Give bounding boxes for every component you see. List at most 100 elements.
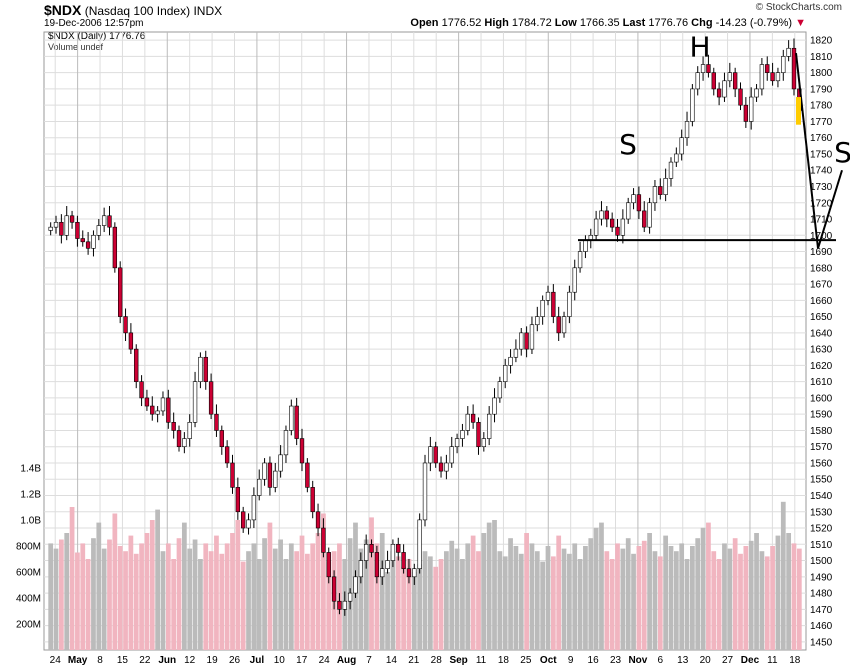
- high-label: High: [484, 17, 509, 29]
- candle-body: [759, 64, 765, 90]
- candle-body: [695, 72, 700, 90]
- date-tick-label: Nov: [628, 655, 647, 666]
- volume-bar: [107, 539, 112, 650]
- candle-body: [567, 291, 572, 317]
- price-tick-label: 1490: [810, 572, 833, 583]
- volume-bar: [588, 538, 594, 650]
- volume-bar: [711, 551, 717, 650]
- chg-down-icon: ▼: [795, 17, 806, 29]
- volume-bar: [406, 559, 412, 650]
- volume-bar: [722, 543, 727, 650]
- date-tick-label: 27: [722, 655, 734, 666]
- volume-bar: [326, 561, 332, 650]
- candle-body: [374, 552, 380, 578]
- candle-body: [299, 438, 305, 464]
- volume-bar: [481, 533, 487, 650]
- candle-body: [412, 568, 417, 578]
- volume-bar: [278, 539, 283, 650]
- volume-bar: [230, 533, 235, 650]
- brand-logo: © StockCharts.com: [755, 2, 842, 13]
- date-tick-label: 18: [498, 655, 510, 666]
- volume-bar: [449, 540, 455, 650]
- candle-body: [700, 64, 706, 73]
- date-tick-label: 6: [658, 655, 664, 666]
- volume-bar: [529, 543, 535, 650]
- volume-bar: [438, 559, 444, 650]
- candle-body: [342, 600, 347, 610]
- date-tick-label: 13: [677, 655, 689, 666]
- candle-body: [615, 226, 620, 236]
- volume-bar: [476, 551, 481, 650]
- volume-bar: [53, 548, 59, 650]
- candle-body: [551, 291, 556, 317]
- volume-bar: [556, 535, 562, 650]
- volume-bar: [374, 543, 380, 650]
- volume-bar: [550, 556, 556, 650]
- volume-bar: [246, 551, 251, 650]
- candle-body: [310, 487, 315, 513]
- volume-bar: [321, 513, 326, 650]
- candle-body: [128, 332, 134, 350]
- date-tick-label: 7: [366, 655, 372, 666]
- price-tick-label: 1690: [810, 247, 833, 258]
- candle-body: [219, 430, 224, 448]
- candle-body: [438, 462, 444, 472]
- candle-body: [486, 413, 492, 439]
- candle-body: [604, 210, 609, 220]
- candle-body: [123, 316, 128, 334]
- volume-bar: [460, 559, 465, 650]
- candle-body: [749, 96, 754, 122]
- candle-body: [781, 56, 786, 73]
- quote-bar: Open 1776.52 High 1784.72 Low 1766.35 La…: [410, 17, 806, 29]
- candle-body: [364, 543, 369, 561]
- candle-body: [663, 178, 668, 195]
- price-tick-label: 1610: [810, 377, 833, 388]
- candle-body: [433, 446, 438, 464]
- volume-bar: [663, 535, 669, 650]
- candle-body: [80, 238, 85, 243]
- price-tick-label: 1750: [810, 149, 833, 160]
- volume-bar: [690, 546, 695, 650]
- candle-body: [257, 478, 262, 496]
- candle-body: [454, 438, 460, 448]
- candle-body: [503, 365, 508, 382]
- candle-body: [513, 348, 519, 358]
- candle-body: [465, 413, 470, 431]
- price-tick-label: 1670: [810, 280, 833, 291]
- volume-bar: [625, 538, 631, 650]
- volume-bar: [780, 501, 786, 650]
- candle-body: [668, 161, 674, 179]
- candle-body: [166, 397, 171, 423]
- volume-bar: [369, 517, 374, 650]
- candle-body: [112, 226, 118, 269]
- candle-body: [69, 215, 75, 223]
- volume-bar: [561, 548, 567, 650]
- volume-bar: [390, 551, 396, 650]
- volume-bar: [604, 551, 610, 650]
- candle-body: [406, 568, 412, 578]
- candle-body: [727, 72, 732, 82]
- volume-bar: [91, 538, 96, 650]
- volume-bar: [567, 553, 572, 650]
- date-tick-label: 23: [610, 655, 622, 666]
- last-value: 1776.76: [648, 17, 689, 29]
- price-tick-label: 1580: [810, 426, 833, 437]
- date-tick-label: 21: [408, 655, 420, 666]
- candle-body: [246, 519, 251, 529]
- candle-body: [460, 430, 465, 439]
- candle-body: [48, 226, 53, 231]
- volume-bar: [465, 543, 471, 650]
- volume-bar: [716, 559, 722, 650]
- volume-bar: [256, 559, 262, 650]
- candle-body: [626, 202, 631, 220]
- candle-body: [150, 405, 155, 415]
- candle-body: [321, 527, 326, 553]
- candle-body: [337, 600, 342, 610]
- date-tick-label: 12: [184, 655, 196, 666]
- date-tick-label: Sep: [449, 655, 467, 666]
- volume-bar: [786, 533, 792, 650]
- volume-bar: [139, 543, 144, 650]
- candle-body: [241, 511, 246, 529]
- date-tick-label: 19: [207, 655, 219, 666]
- volume-bar: [577, 559, 583, 650]
